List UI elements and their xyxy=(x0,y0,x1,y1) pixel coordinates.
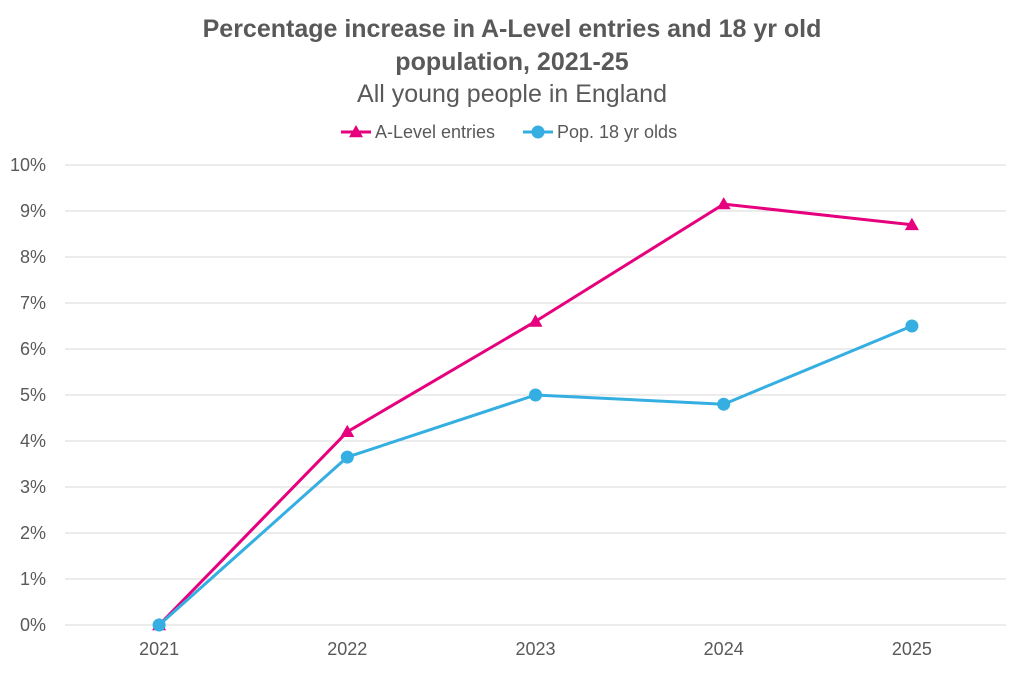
legend-marker xyxy=(531,125,545,139)
series-layer xyxy=(152,197,919,632)
x-tick-label: 2024 xyxy=(704,639,744,659)
y-tick-label: 7% xyxy=(20,293,46,313)
data-point xyxy=(717,397,731,411)
x-tick-label: 2022 xyxy=(327,639,367,659)
y-tick-label: 5% xyxy=(20,385,46,405)
chart-title-line-1: Percentage increase in A-Level entries a… xyxy=(203,15,822,43)
y-tick-label: 3% xyxy=(20,477,46,497)
series-line xyxy=(158,324,913,627)
data-point xyxy=(529,388,542,402)
y-tick-label: 0% xyxy=(20,615,46,635)
y-tick-label: 9% xyxy=(20,201,46,221)
legend-marker xyxy=(349,125,363,138)
data-point xyxy=(905,319,919,333)
legend: A-Level entries Pop. 18 yr olds xyxy=(341,122,677,142)
x-tick-label: 2025 xyxy=(892,639,932,659)
data-point xyxy=(340,450,354,464)
series-2 xyxy=(152,319,919,632)
data-point xyxy=(904,217,919,231)
data-point xyxy=(528,314,543,327)
legend-item: Pop. 18 yr olds xyxy=(523,122,677,142)
data-point xyxy=(152,618,166,632)
y-tick-label: 1% xyxy=(20,569,46,589)
y-axis-tick-labels: 0% 1% 2% 3% 4% 5% 6% 7% 8% 9% 10% xyxy=(10,155,46,635)
x-tick-label: 2021 xyxy=(139,639,179,659)
chart-subtitle: All young people in England xyxy=(357,80,667,108)
x-axis-tick-labels: 2021 2022 2023 2024 2025 xyxy=(139,639,932,659)
series-1 xyxy=(152,197,919,631)
y-tick-label: 6% xyxy=(20,339,46,359)
y-tick-label: 8% xyxy=(20,247,46,267)
data-point xyxy=(716,197,731,210)
x-tick-label: 2023 xyxy=(515,639,555,659)
gridlines xyxy=(65,164,1006,626)
legend-label: Pop. 18 yr olds xyxy=(557,122,677,142)
legend-label: A-Level entries xyxy=(375,122,495,142)
series-line xyxy=(158,202,913,627)
data-point xyxy=(340,424,355,437)
chart-title-line-2: population, 2021-25 xyxy=(395,48,628,76)
y-tick-label: 10% xyxy=(10,155,46,175)
y-tick-label: 2% xyxy=(20,523,46,543)
legend-item: A-Level entries xyxy=(341,122,495,142)
y-tick-label: 4% xyxy=(20,431,46,451)
